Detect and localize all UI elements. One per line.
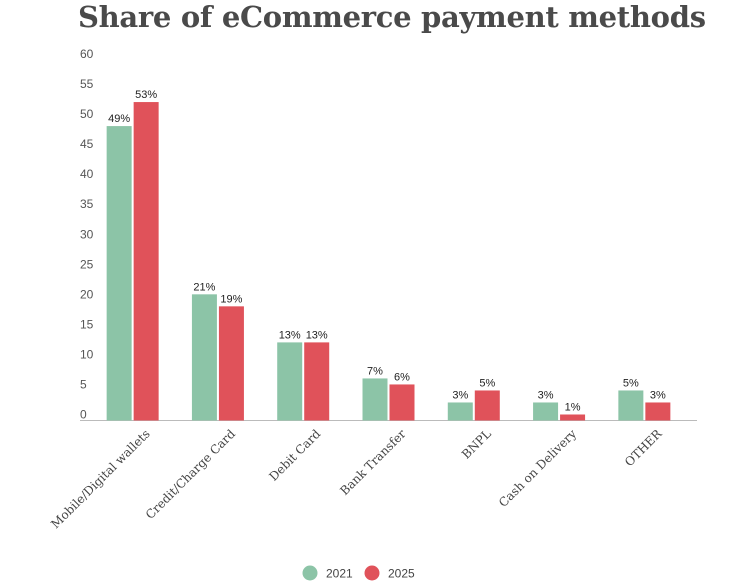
y-tick-label: 15 bbox=[80, 317, 94, 331]
bar-2025 bbox=[389, 384, 415, 421]
y-tick-label: 20 bbox=[80, 287, 94, 301]
bar-2025 bbox=[133, 102, 159, 421]
category-label: OTHER bbox=[622, 426, 665, 469]
y-tick-label: 0 bbox=[80, 408, 87, 422]
data-label: 21% bbox=[193, 281, 215, 293]
data-label: 5% bbox=[623, 377, 639, 389]
y-tick-label: 40 bbox=[80, 167, 94, 181]
bar-2021 bbox=[191, 294, 217, 421]
category-label: Bank Transfer bbox=[337, 427, 408, 498]
data-label: 13% bbox=[306, 329, 328, 341]
bar-2021 bbox=[277, 342, 303, 421]
y-tick-label: 35 bbox=[80, 197, 94, 211]
data-label: 53% bbox=[135, 89, 157, 101]
bar-2025 bbox=[474, 390, 500, 421]
data-label: 19% bbox=[220, 293, 242, 305]
category-label: BNPL bbox=[459, 427, 494, 462]
y-tick-label: 5 bbox=[80, 377, 87, 391]
data-label: 3% bbox=[650, 389, 666, 401]
legend-label: 2025 bbox=[388, 567, 415, 581]
bar-2025 bbox=[304, 342, 330, 421]
y-tick-label: 30 bbox=[80, 227, 94, 241]
data-label: 49% bbox=[108, 113, 130, 125]
category-label: Cash on Delivery bbox=[496, 427, 579, 510]
legend-marker-2021 bbox=[302, 565, 318, 581]
legend-marker-2025 bbox=[364, 565, 380, 581]
bar-2021 bbox=[533, 402, 559, 421]
bar-2025 bbox=[645, 402, 671, 421]
y-tick-label: 50 bbox=[80, 107, 94, 121]
category-label: Credit/Charge Card bbox=[143, 427, 238, 522]
data-label: 3% bbox=[538, 389, 554, 401]
bar-2021 bbox=[106, 126, 132, 421]
y-tick-label: 60 bbox=[80, 47, 94, 61]
data-label: 5% bbox=[479, 377, 495, 389]
y-tick-label: 55 bbox=[80, 77, 94, 91]
y-tick-label: 45 bbox=[80, 137, 94, 151]
y-tick-label: 25 bbox=[80, 257, 94, 271]
chart-title: Share of eCommerce payment methods bbox=[78, 0, 706, 34]
data-label: 6% bbox=[394, 371, 410, 383]
data-label: 7% bbox=[367, 365, 383, 377]
data-label: 13% bbox=[279, 329, 301, 341]
y-tick-label: 10 bbox=[80, 347, 94, 361]
bar-2021 bbox=[618, 390, 644, 421]
category-label: Debit Card bbox=[266, 427, 323, 484]
bar-2021 bbox=[362, 378, 388, 421]
bar-2021 bbox=[447, 402, 473, 421]
bar-2025 bbox=[218, 306, 244, 421]
legend-label: 2021 bbox=[326, 567, 353, 581]
data-label: 1% bbox=[565, 401, 581, 413]
bar-2025 bbox=[560, 414, 586, 421]
category-label: Mobile/Digital wallets bbox=[48, 427, 153, 532]
data-label: 3% bbox=[452, 389, 468, 401]
